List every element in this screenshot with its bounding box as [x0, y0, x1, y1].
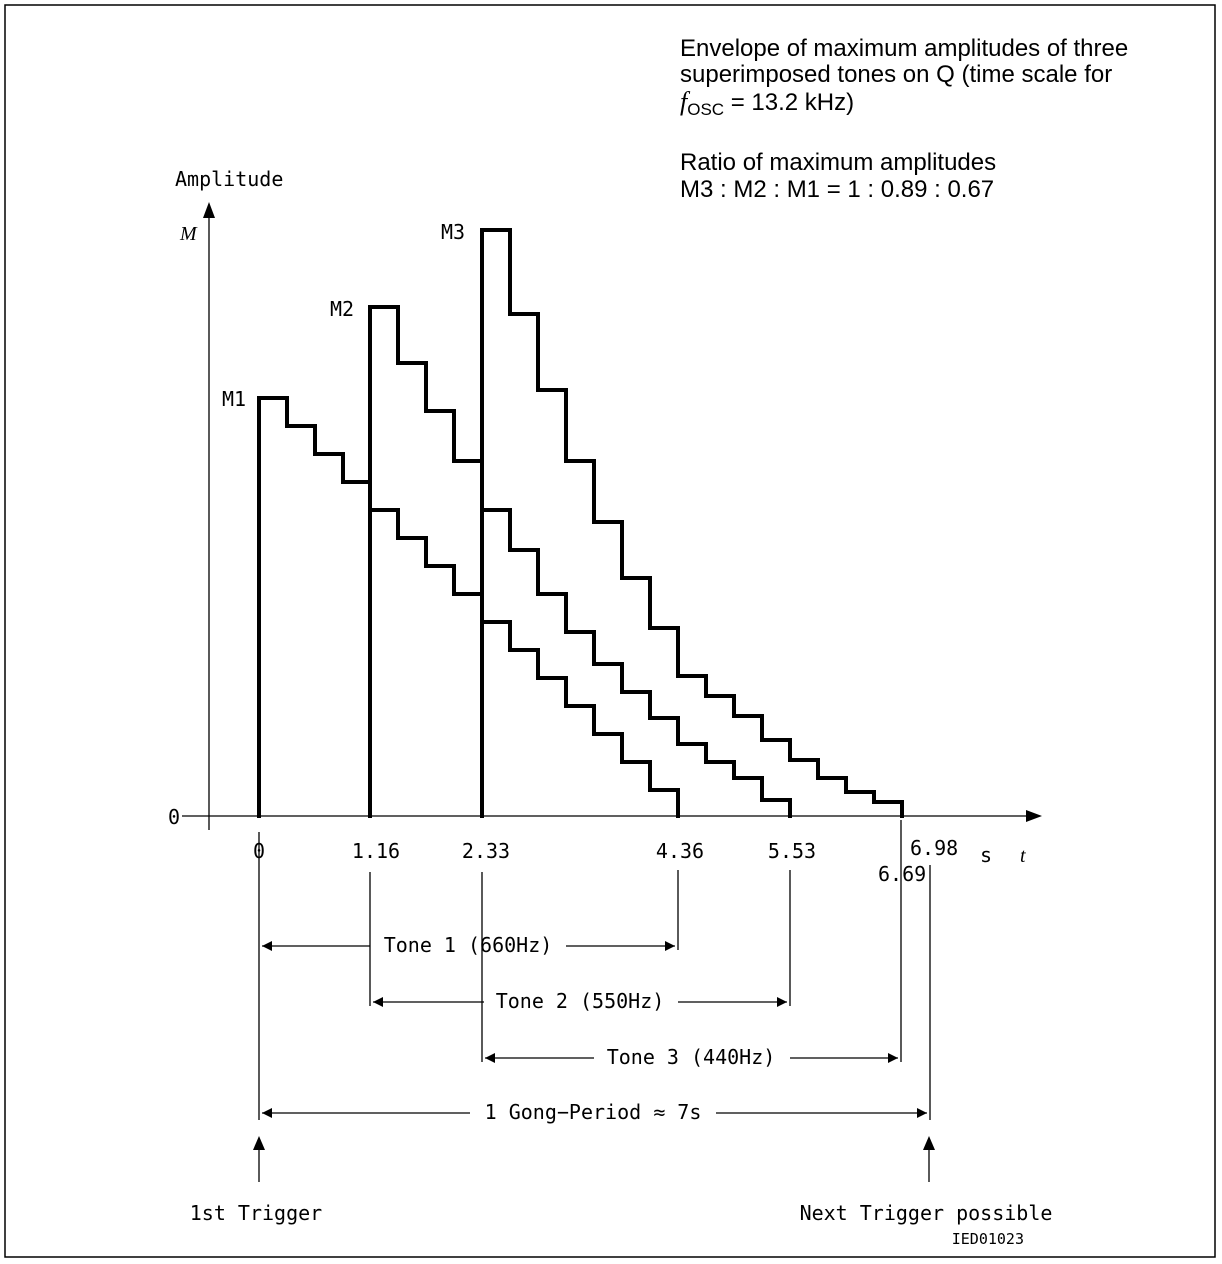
peak-label-m2: M2	[330, 297, 354, 321]
peak-label-m1: M1	[222, 387, 246, 411]
x-axis-arrowhead	[1026, 810, 1042, 822]
page-frame	[5, 5, 1215, 1257]
y-axis-symbol: M	[179, 223, 198, 245]
y-axis-zero-label: 0	[168, 805, 180, 829]
y-axis-arrowhead	[203, 202, 215, 218]
tone-3-span-label: Tone 3 (440Hz)	[607, 1045, 776, 1069]
x-tick-2-33: 2.33	[462, 839, 510, 863]
note-line-3: fOSC = 13.2 kHz)	[680, 87, 854, 119]
ratio-line-2: M3 : M2 : M1 = 1 : 0.89 : 0.67	[680, 176, 994, 203]
tone-2-span-label: Tone 2 (550Hz)	[496, 989, 665, 1013]
figure-id: IED01023	[952, 1230, 1024, 1248]
first-trigger-arrowhead	[253, 1136, 265, 1150]
gong-period-label: 1 Gong−Period ≈ 7s	[485, 1100, 702, 1124]
peak-label-m3: M3	[441, 220, 465, 244]
x-tick-6-69: 6.69	[878, 862, 926, 886]
x-axis-symbol: t	[1020, 845, 1026, 867]
x-tick-6-98: 6.98	[910, 836, 958, 860]
x-tick-1-16: 1.16	[352, 839, 400, 863]
tone-2-envelope	[370, 307, 790, 816]
x-tick-4-36: 4.36	[656, 839, 704, 863]
x-axis-unit: s	[980, 843, 992, 867]
first-trigger-label: 1st Trigger	[190, 1201, 322, 1225]
tone-1-span-label: Tone 1 (660Hz)	[384, 933, 553, 957]
tone-3-envelope	[482, 230, 902, 816]
note-line-2: superimposed tones on Q (time scale for	[680, 61, 1112, 88]
ratio-line-1: Ratio of maximum amplitudes	[680, 149, 996, 176]
y-axis-title: Amplitude	[175, 167, 283, 191]
x-tick-5-53: 5.53	[768, 839, 816, 863]
f-osc-value: = 13.2 kHz)	[724, 89, 854, 116]
f-osc-subscript: OSC	[687, 100, 724, 119]
note-line-1: Envelope of maximum amplitudes of three	[680, 35, 1128, 62]
next-trigger-arrowhead	[923, 1136, 935, 1150]
next-trigger-label: Next Trigger possible	[800, 1201, 1053, 1225]
